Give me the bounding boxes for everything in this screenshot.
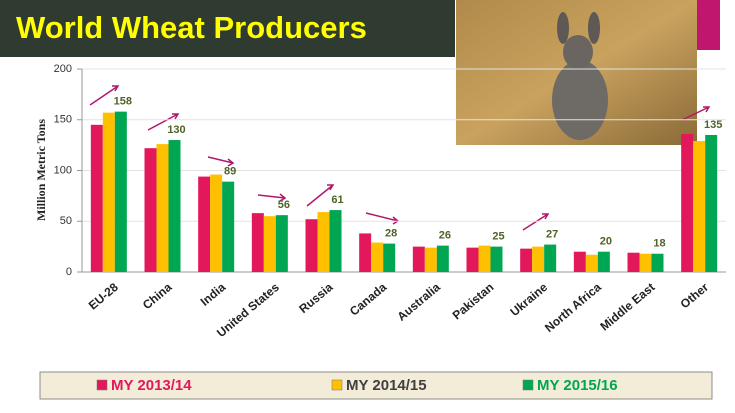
x-tick-label: Other <box>678 280 712 312</box>
x-tick-label: Australia <box>394 280 443 324</box>
bar <box>532 246 545 272</box>
data-label: 28 <box>385 227 397 239</box>
x-tick-label: Pakistan <box>450 280 497 322</box>
legend-label: MY 2013/14 <box>111 377 192 394</box>
x-tick-label: Middle East <box>597 280 657 334</box>
bar <box>251 213 264 272</box>
legend-box <box>39 371 713 400</box>
bar <box>156 144 169 272</box>
legend-label: MY 2015/16 <box>537 377 618 394</box>
photo <box>456 0 697 145</box>
bar <box>424 247 437 272</box>
y-tick-label: 100 <box>54 164 72 176</box>
bar <box>114 111 127 272</box>
legend-swatch <box>522 379 534 391</box>
bar <box>490 246 503 272</box>
bar <box>210 174 223 272</box>
bar <box>275 215 288 272</box>
accent-bar <box>697 0 720 50</box>
bar <box>329 210 342 272</box>
bar <box>436 245 449 272</box>
x-tick-label: India <box>198 280 229 309</box>
bar <box>544 244 557 272</box>
bar <box>585 254 598 272</box>
bar <box>198 176 211 272</box>
data-label: 27 <box>546 229 558 241</box>
x-tick-label: Russia <box>296 280 335 316</box>
bar <box>651 253 664 272</box>
bar <box>305 219 318 272</box>
bar <box>383 243 396 272</box>
y-tick-label: 0 <box>66 266 72 278</box>
y-axis-label: Million Metric Tons <box>34 119 48 221</box>
bar <box>359 233 372 272</box>
bar <box>102 112 115 273</box>
bar <box>222 181 235 272</box>
legend-label: MY 2014/15 <box>346 377 427 394</box>
data-label: 25 <box>492 231 504 243</box>
x-tick-label: China <box>140 280 175 312</box>
chart-title: World Wheat Producers <box>16 10 367 45</box>
bar <box>693 141 706 272</box>
data-label: 18 <box>653 238 665 250</box>
bar <box>466 247 479 272</box>
y-tick-label: 150 <box>54 114 72 126</box>
bar <box>412 246 425 272</box>
title-banner <box>0 0 455 57</box>
x-tick-label: EU-28 <box>86 280 121 313</box>
data-label: 130 <box>167 124 185 136</box>
bar <box>573 251 586 272</box>
bar <box>597 251 610 272</box>
bar <box>144 148 157 272</box>
bar <box>520 248 533 272</box>
data-label: 26 <box>439 230 451 242</box>
x-tick-label: Canada <box>347 280 389 319</box>
y-tick-label: 200 <box>54 63 72 75</box>
bar <box>478 245 491 272</box>
bar <box>263 216 276 272</box>
bar <box>371 242 384 272</box>
legend-swatch <box>96 379 108 391</box>
x-tick-label: Ukraine <box>507 280 550 319</box>
bar <box>317 212 330 272</box>
bar <box>681 133 694 272</box>
data-label: 61 <box>331 194 343 206</box>
bar <box>627 252 640 272</box>
legend-swatch <box>331 379 343 391</box>
y-tick-label: 50 <box>60 215 72 227</box>
bar <box>90 124 103 272</box>
bar <box>168 140 181 272</box>
data-label: 56 <box>278 199 290 211</box>
data-label: 135 <box>704 119 722 131</box>
data-label: 89 <box>224 166 236 178</box>
bar <box>705 134 718 272</box>
data-label: 158 <box>114 96 132 108</box>
data-label: 20 <box>600 236 612 248</box>
x-tick-label: North Africa <box>542 280 604 335</box>
bar <box>639 253 652 272</box>
